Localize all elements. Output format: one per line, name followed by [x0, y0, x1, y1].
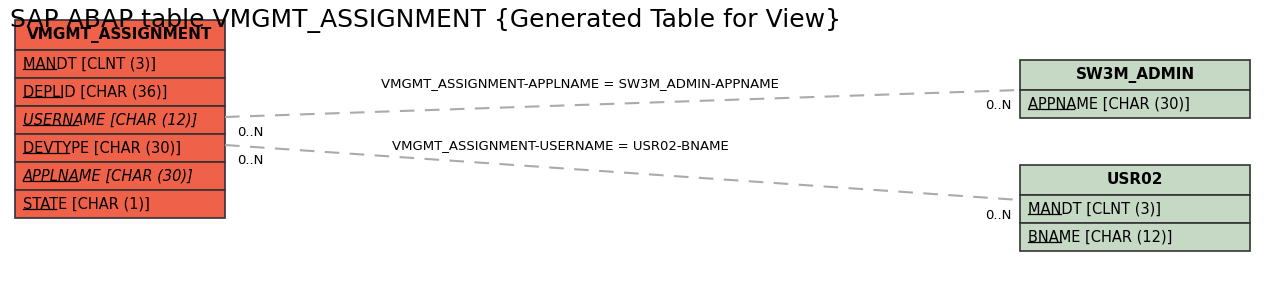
Text: 0..N: 0..N: [986, 99, 1012, 112]
Bar: [15, 162, 225, 190]
Text: SAP ABAP table VMGMT_ASSIGNMENT {Generated Table for View}: SAP ABAP table VMGMT_ASSIGNMENT {Generat…: [10, 8, 841, 33]
Text: DEVTYPE [CHAR (30)]: DEVTYPE [CHAR (30)]: [23, 141, 180, 155]
Text: APPLNAME [CHAR (30)]: APPLNAME [CHAR (30)]: [23, 169, 193, 184]
Bar: [15, 134, 225, 162]
Text: 0..N: 0..N: [237, 154, 264, 167]
Bar: [15, 190, 225, 218]
Bar: [15, 78, 225, 106]
Text: VMGMT_ASSIGNMENT: VMGMT_ASSIGNMENT: [27, 27, 212, 43]
Bar: [15, 106, 225, 134]
Text: USERNAME [CHAR (12)]: USERNAME [CHAR (12)]: [23, 112, 197, 127]
Text: MANDT [CLNT (3)]: MANDT [CLNT (3)]: [23, 57, 156, 71]
Bar: [15, 20, 225, 50]
Text: APPNAME [CHAR (30)]: APPNAME [CHAR (30)]: [1028, 97, 1190, 112]
Text: 0..N: 0..N: [986, 209, 1012, 222]
Text: VMGMT_ASSIGNMENT-APPLNAME = SW3M_ADMIN-APPNAME: VMGMT_ASSIGNMENT-APPLNAME = SW3M_ADMIN-A…: [381, 77, 780, 90]
Bar: [1020, 60, 1251, 90]
Text: DEPLID [CHAR (36)]: DEPLID [CHAR (36)]: [23, 85, 168, 100]
Bar: [1020, 223, 1251, 251]
Text: MANDT [CLNT (3)]: MANDT [CLNT (3)]: [1028, 202, 1161, 216]
Bar: [1020, 90, 1251, 118]
Bar: [15, 50, 225, 78]
Text: BNAME [CHAR (12)]: BNAME [CHAR (12)]: [1028, 230, 1172, 245]
Text: SW3M_ADMIN: SW3M_ADMIN: [1075, 67, 1194, 83]
Bar: [1020, 195, 1251, 223]
Text: 0..N: 0..N: [237, 126, 264, 139]
Text: USR02: USR02: [1107, 173, 1164, 187]
Text: VMGMT_ASSIGNMENT-USERNAME = USR02-BNAME: VMGMT_ASSIGNMENT-USERNAME = USR02-BNAME: [392, 139, 728, 152]
Text: STATE [CHAR (1)]: STATE [CHAR (1)]: [23, 196, 150, 211]
Bar: [1020, 165, 1251, 195]
